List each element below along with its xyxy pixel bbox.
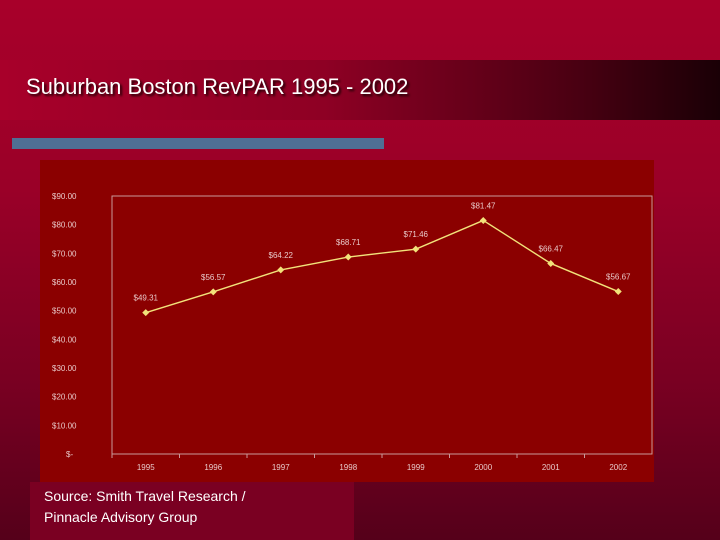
data-point-marker [614, 288, 622, 296]
data-point-marker [209, 288, 217, 296]
chart-frame: $90.00 $80.00 $70.00 $60.00 $50.00 $40.00 $30.… [40, 160, 654, 482]
data-label: $68.71 [336, 238, 361, 247]
y-tick-label: $- [66, 450, 73, 459]
x-tick-label: 2001 [542, 463, 560, 472]
revpar-line-chart: $90.00 $80.00 $70.00 $60.00 $50.00 $40.00 $30.… [52, 192, 653, 472]
title-band [0, 60, 720, 120]
data-point-marker [479, 216, 487, 224]
y-tick-label: $50.00 [52, 307, 77, 316]
data-label: $56.67 [606, 273, 631, 282]
x-tick-label: 2000 [474, 463, 492, 472]
data-label: $64.22 [269, 251, 294, 260]
source-text-line-1: Source: Smith Travel Research / [44, 488, 246, 504]
y-tick-label: $30.00 [52, 364, 77, 373]
data-label: $66.47 [539, 244, 564, 253]
data-point-marker [412, 245, 420, 253]
data-label: $49.31 [134, 294, 159, 303]
data-point-marker [142, 309, 150, 317]
series-line [145, 219, 619, 314]
data-point-marker [547, 259, 555, 267]
data-point-marker [344, 253, 352, 261]
accent-bar [12, 138, 384, 149]
x-tick-label: 2002 [609, 463, 627, 472]
y-tick-label: $60.00 [52, 278, 77, 287]
source-box [30, 482, 354, 540]
data-label: $81.47 [471, 201, 496, 210]
y-tick-label: $20.00 [52, 393, 77, 402]
y-tick-label: $90.00 [52, 192, 77, 201]
data-label: $56.57 [201, 273, 226, 282]
source-text-line-2: Pinnacle Advisory Group [44, 509, 198, 525]
y-tick-label: $80.00 [52, 221, 77, 230]
y-tick-label: $40.00 [52, 335, 77, 344]
y-tick-label: $10.00 [52, 421, 77, 430]
data-point-marker [277, 266, 285, 274]
x-tick-label: 1997 [272, 463, 290, 472]
slide-title: Suburban Boston RevPAR 1995 - 2002 [26, 74, 409, 99]
y-tick-label: $70.00 [52, 249, 77, 258]
data-label: $71.46 [404, 230, 429, 239]
x-tick-label: 1998 [339, 463, 357, 472]
x-tick-label: 1996 [204, 463, 222, 472]
x-tick-label: 1999 [407, 463, 425, 472]
plot-area-border [111, 195, 653, 455]
x-tick-label: 1995 [137, 463, 155, 472]
